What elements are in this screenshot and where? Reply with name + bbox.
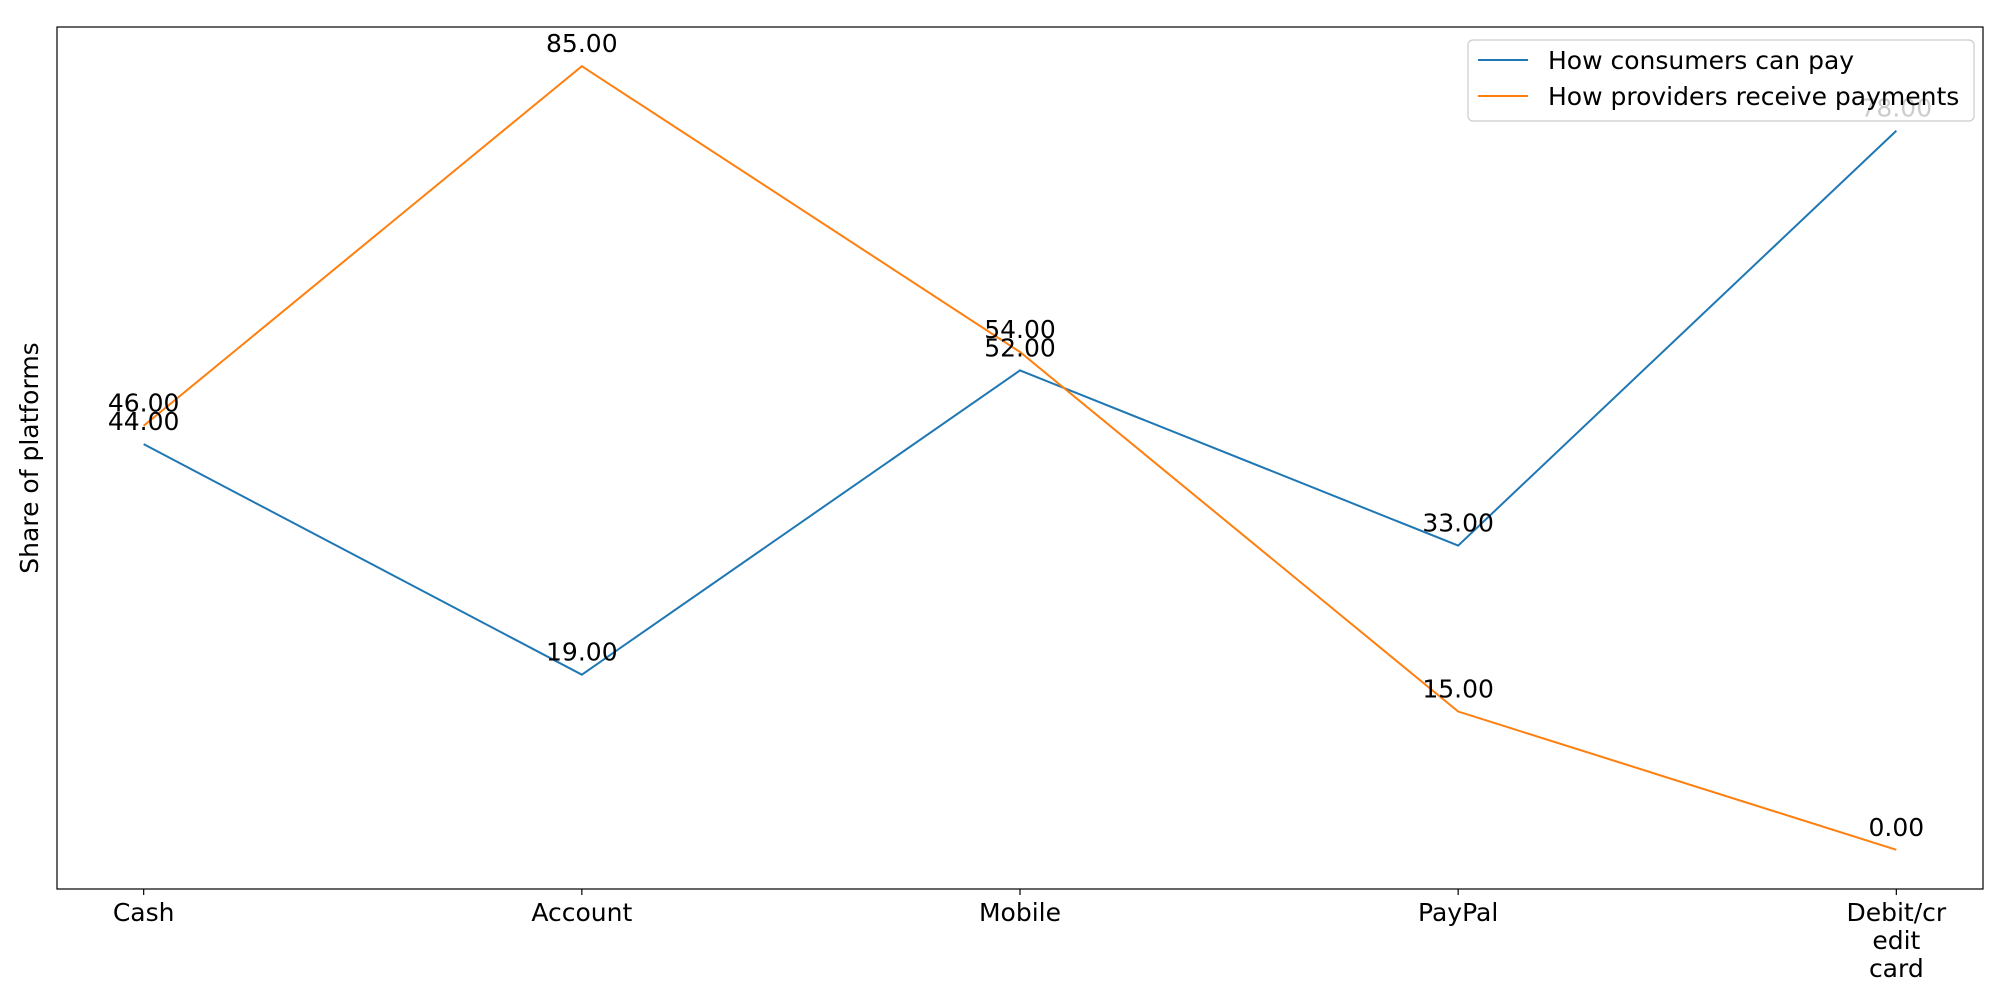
data-label-series-1-3: 15.00	[1422, 675, 1494, 704]
series-layer	[143, 64, 1898, 851]
data-label-series-0-3: 33.00	[1422, 509, 1494, 538]
x-axis-ticks: Cash Account Mobile PayPal Debit/cr edit card	[113, 889, 1947, 983]
data-label-series-1-2: 54.00	[984, 315, 1056, 344]
data-label-series-1-0: 46.00	[108, 389, 180, 418]
legend-frame	[1467, 39, 1975, 122]
y-axis-label: Share of platforms	[15, 342, 44, 573]
data-label-layer: 44.0019.0052.0033.0078.0046.0085.0054.00…	[108, 29, 1932, 842]
legend-label-providers: How providers receive payments	[1548, 82, 1959, 111]
x-tick-label-3: PayPal	[1418, 898, 1498, 927]
x-tick-label-0: Cash	[113, 898, 175, 927]
legend[interactable]: How consumers can pay How providers rece…	[1467, 39, 1975, 122]
data-label-series-0-0: 44.00	[108, 407, 180, 436]
series-line-1	[143, 64, 1897, 851]
data-label-series-0-1: 19.00	[546, 638, 618, 667]
x-tick-label-1: Account	[531, 898, 632, 927]
data-label-series-1-4: 0.00	[1868, 813, 1924, 842]
x-tick-label-2: Mobile	[979, 898, 1061, 927]
legend-label-consumers: How consumers can pay	[1548, 46, 1854, 75]
data-label-series-0-2: 52.00	[984, 333, 1056, 362]
data-label-series-1-1: 85.00	[546, 29, 618, 58]
x-tick-label-4: Debit/cr edit card	[1846, 898, 1946, 983]
series-line-0	[143, 129, 1898, 676]
